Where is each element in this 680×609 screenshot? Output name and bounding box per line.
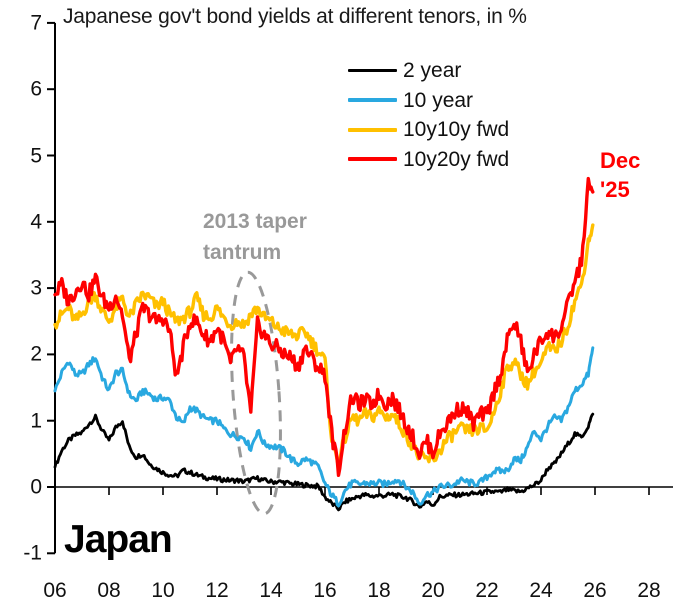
y-tick-label: 7 (30, 11, 42, 35)
annotation-dec-25: Dec '25 (600, 146, 640, 204)
x-tick-label: 28 (637, 579, 661, 602)
series-line-10-year (53, 346, 595, 508)
legend-swatch-10y10y-fwd-icon (348, 127, 397, 132)
x-tick-label: 06 (43, 579, 67, 602)
y-tick-label: 0 (30, 475, 42, 499)
legend-label-2-year: 2 year (403, 59, 462, 83)
chart-title: Japanese gov't bond yields at different … (63, 5, 527, 28)
x-tick-label: 22 (475, 579, 499, 602)
annotation-taper-line2: tantrum (203, 241, 282, 264)
x-tick-label: 16 (313, 579, 337, 602)
x-tick-label: 10 (151, 579, 175, 602)
y-tick-label: 6 (30, 77, 42, 101)
taper-tantrum-ellipse (230, 270, 282, 516)
x-tick-label: 08 (97, 579, 121, 602)
legend-label-10y20y-fwd: 10y20y fwd (403, 147, 510, 171)
country-label: Japan (64, 518, 173, 561)
y-tick-label: 4 (30, 210, 42, 234)
legend-swatch-10y20y-fwd-icon (348, 157, 397, 162)
x-tick-label: 24 (529, 579, 553, 602)
x-tick-label: 14 (259, 579, 283, 602)
y-tick-label: 1 (30, 409, 42, 433)
legend-label-10y10y-fwd: 10y10y fwd (403, 118, 510, 142)
legend-label-10-year: 10 year (403, 88, 474, 112)
annotation-dec-line1: Dec (600, 148, 641, 173)
x-tick-label: 26 (583, 579, 607, 602)
series-line-10y10y-fwd (53, 223, 595, 469)
legend-swatch-10-year-icon (348, 98, 397, 103)
legend: 2 year 10 year 10y10y fwd 10y20y fwd (348, 56, 509, 174)
x-tick-label: 18 (367, 579, 391, 602)
y-tick-label: 2 (30, 342, 42, 366)
y-tick-label: -1 (23, 541, 42, 565)
legend-item-10-year: 10 year (348, 86, 509, 116)
series-line-2-year (53, 412, 595, 512)
legend-swatch-2-year-icon (348, 69, 397, 73)
legend-item-10y10y-fwd: 10y10y fwd (348, 115, 509, 145)
annotation-dec-line2: '25 (600, 177, 630, 202)
series-lines (53, 176, 595, 512)
x-tick-label: 12 (205, 579, 229, 602)
annotation-taper-line1: 2013 taper (203, 210, 307, 233)
annotation-taper-tantrum: 2013 taper tantrum (203, 206, 307, 268)
x-tick-label: 20 (421, 579, 445, 602)
legend-item-10y20y-fwd: 10y20y fwd (348, 145, 509, 175)
y-tick-label: 5 (30, 144, 42, 167)
series-line-10y20y-fwd (53, 176, 595, 477)
legend-item-2-year: 2 year (348, 56, 509, 86)
y-tick-label: 3 (30, 276, 42, 300)
